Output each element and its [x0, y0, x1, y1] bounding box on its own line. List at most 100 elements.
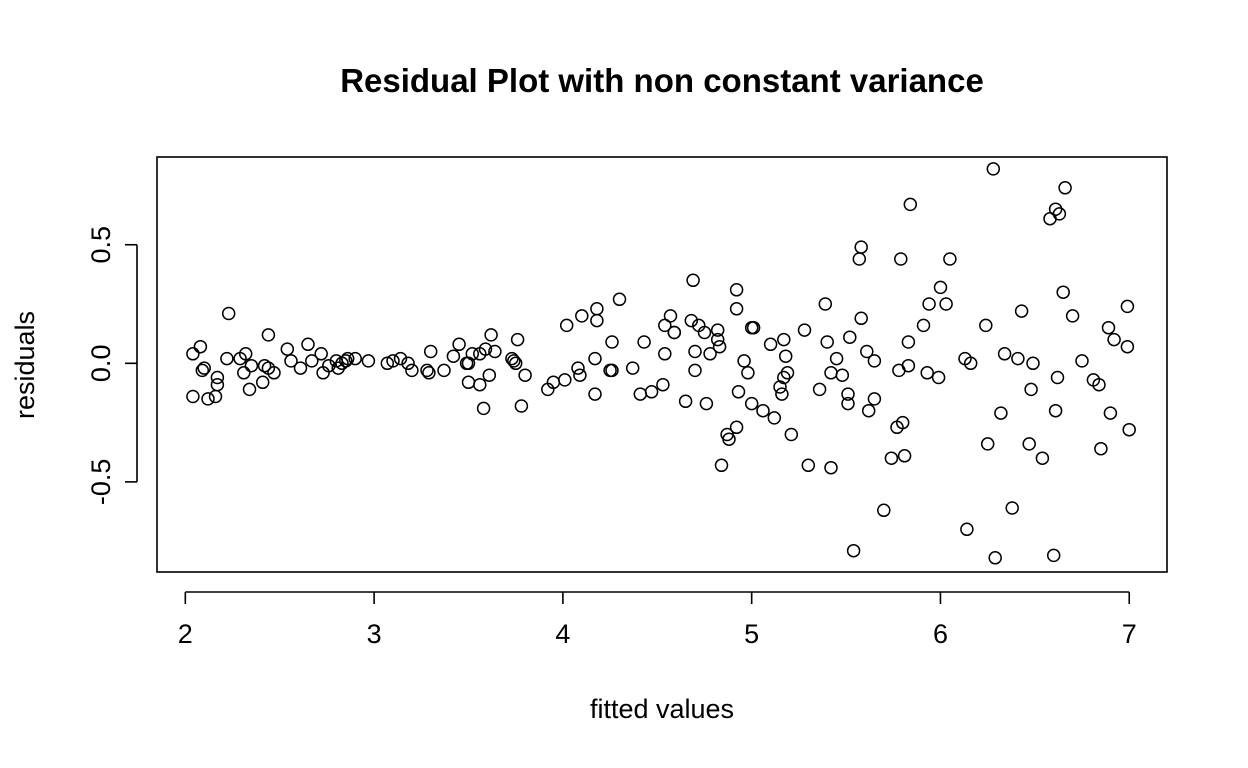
- data-point: [988, 551, 1002, 565]
- data-point: [510, 332, 525, 347]
- data-point: [1056, 285, 1070, 299]
- data-point: [186, 389, 200, 404]
- x-axis: 2 3 4 5 6 7: [178, 591, 1137, 649]
- data-point: [877, 503, 891, 518]
- data-point: [1122, 422, 1136, 437]
- data-point: [852, 252, 867, 266]
- data-point: [903, 197, 918, 212]
- data-point: [284, 354, 298, 368]
- x-tick-label: 3: [367, 619, 382, 649]
- data-point: [658, 347, 672, 361]
- data-point: [699, 396, 714, 411]
- data-point: [558, 373, 572, 387]
- data-point: [686, 273, 700, 288]
- data-point: [994, 406, 1008, 420]
- data-point: [979, 318, 993, 333]
- y-axis: -0.5 0.0 0.5: [86, 226, 138, 506]
- data-point: [933, 280, 948, 295]
- data-point: [208, 389, 223, 404]
- data-point: [452, 337, 466, 352]
- data-point: [588, 351, 602, 366]
- data-point: [590, 313, 604, 328]
- data-point: [895, 415, 910, 430]
- y-tick-label: 0.0: [86, 345, 116, 383]
- data-point: [943, 252, 957, 266]
- data-point: [461, 375, 476, 390]
- data-point: [186, 347, 200, 361]
- data-point: [322, 358, 336, 373]
- data-point: [437, 363, 451, 378]
- data-point: [854, 240, 868, 254]
- data-point: [1075, 354, 1089, 368]
- data-point: [829, 351, 844, 366]
- data-point: [867, 392, 882, 406]
- data-point: [221, 306, 236, 321]
- data-point: [894, 252, 908, 266]
- data-point: [729, 302, 744, 316]
- y-tick-label: -0.5: [86, 459, 116, 506]
- data-point: [488, 344, 502, 359]
- data-point: [559, 318, 574, 333]
- data-point: [201, 392, 215, 406]
- data-point: [238, 347, 253, 361]
- data-point: [939, 297, 953, 311]
- data-point: [684, 313, 699, 328]
- data-point: [818, 297, 833, 311]
- data-point: [729, 420, 744, 435]
- data-point: [305, 354, 319, 368]
- data-point: [637, 335, 651, 349]
- data-point: [656, 377, 670, 392]
- data-point: [1094, 441, 1108, 456]
- data-point: [575, 309, 589, 323]
- chart-title: Residual Plot with non constant variance: [340, 62, 984, 99]
- data-point: [960, 522, 974, 537]
- data-point: [1092, 377, 1106, 392]
- data-point: [573, 368, 587, 382]
- data-point: [473, 377, 487, 392]
- data-point: [244, 358, 259, 373]
- data-point: [861, 403, 876, 418]
- data-point: [710, 332, 725, 347]
- data-point: [1024, 382, 1038, 397]
- x-tick-label: 2: [178, 619, 193, 649]
- data-point: [393, 351, 408, 366]
- data-point: [422, 366, 436, 380]
- data-point: [854, 311, 868, 326]
- data-point: [860, 344, 874, 359]
- data-point: [778, 349, 793, 363]
- data-point: [1014, 304, 1029, 318]
- data-point: [986, 162, 1001, 176]
- data-point: [590, 302, 604, 316]
- data-point: [242, 382, 257, 397]
- data-point: [756, 403, 770, 418]
- data-point: [714, 458, 729, 473]
- data-point: [1011, 351, 1025, 366]
- data-point: [420, 363, 434, 378]
- x-tick-label: 4: [555, 619, 570, 649]
- data-point: [731, 385, 746, 399]
- data-point: [824, 460, 838, 475]
- data-point: [446, 349, 461, 363]
- data-point: [963, 356, 978, 371]
- data-point: [841, 396, 855, 411]
- data-point: [663, 309, 678, 323]
- data-point: [712, 339, 727, 354]
- data-point: [476, 401, 491, 416]
- x-tick-label: 6: [933, 619, 948, 649]
- data-point: [744, 396, 759, 411]
- data-point: [667, 325, 682, 340]
- data-point: [688, 363, 702, 378]
- data-point: [775, 387, 789, 401]
- data-point: [746, 320, 761, 335]
- data-point: [478, 342, 493, 356]
- x-axis-label: fitted values: [590, 694, 734, 724]
- data-point: [301, 337, 315, 352]
- data-point: [741, 366, 755, 380]
- data-point: [784, 427, 799, 442]
- data-point: [710, 323, 725, 337]
- data-point: [484, 328, 498, 342]
- data-point: [361, 354, 376, 368]
- data-point: [612, 292, 627, 307]
- data-point: [1107, 332, 1121, 347]
